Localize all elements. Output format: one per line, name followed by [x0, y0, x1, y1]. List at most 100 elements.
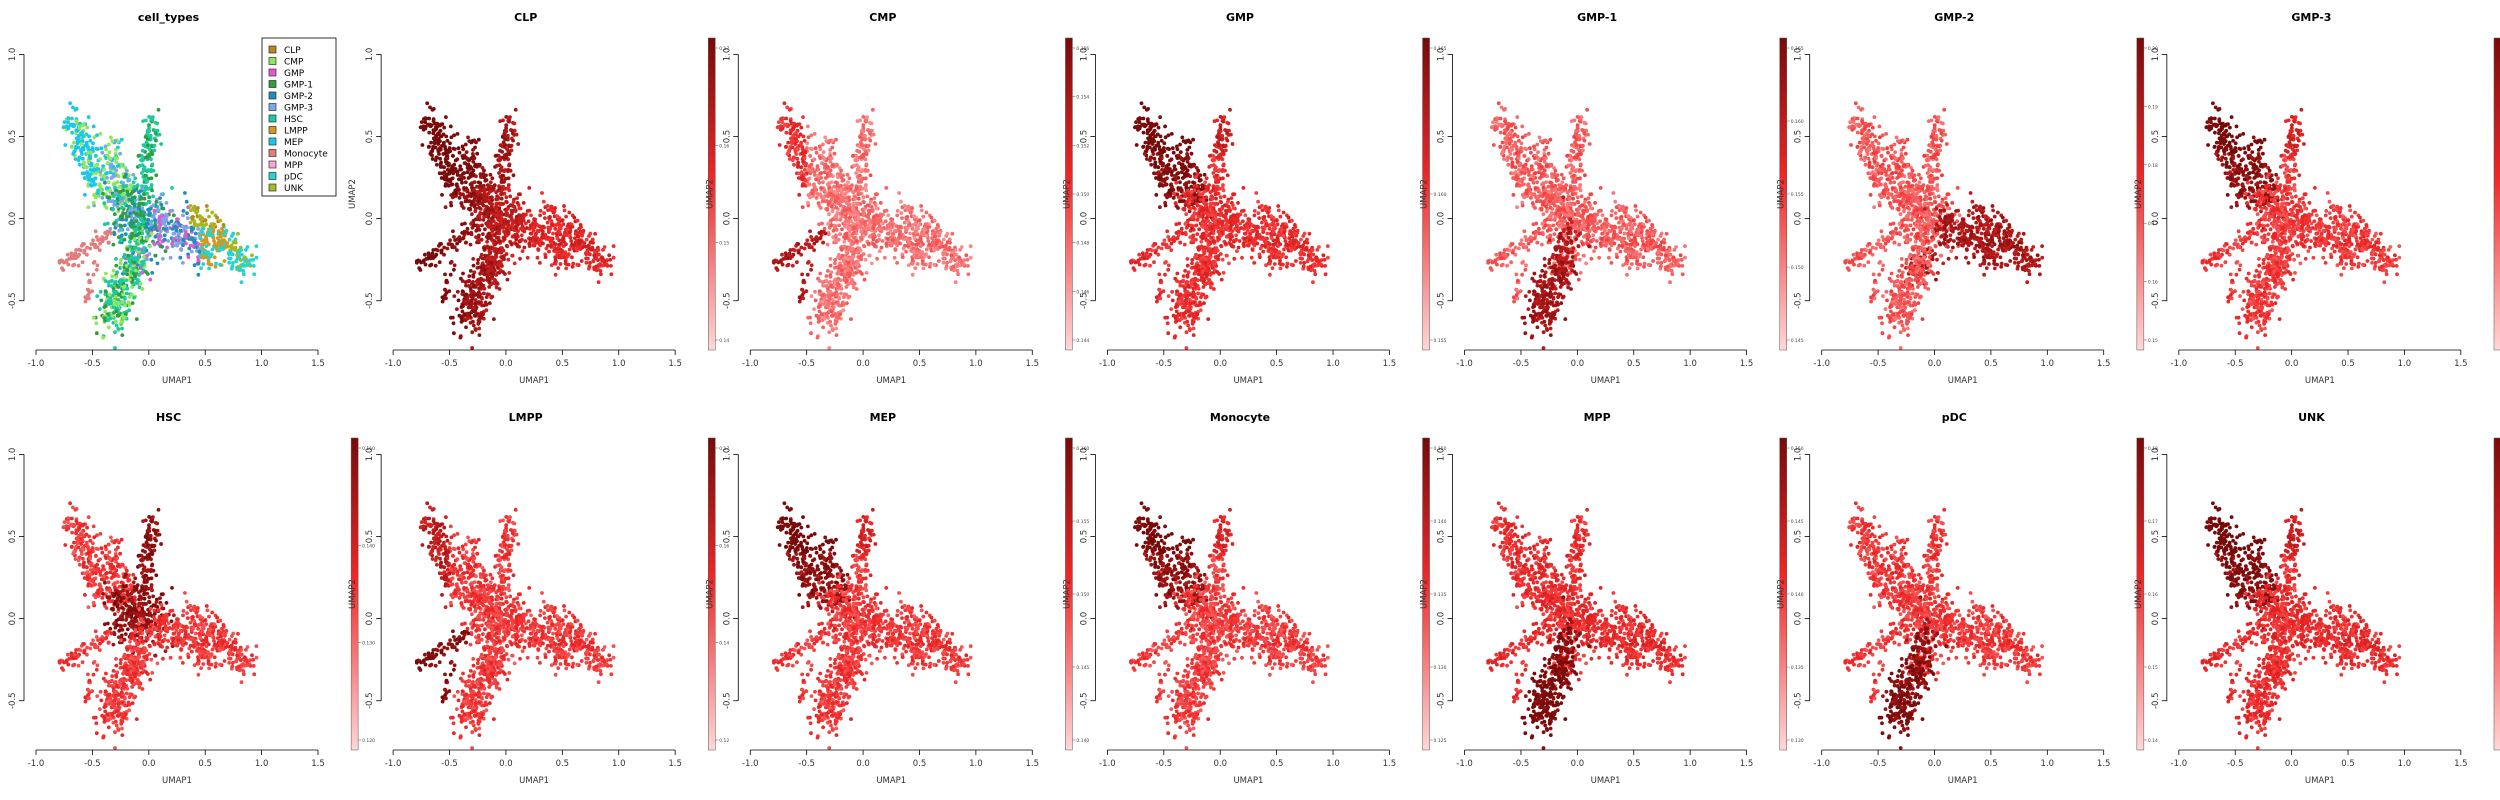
data-point	[821, 180, 825, 184]
data-point	[919, 244, 923, 248]
data-point	[916, 262, 920, 266]
data-point	[110, 279, 114, 283]
data-point	[113, 330, 117, 334]
data-point	[499, 220, 503, 224]
data-point	[164, 249, 168, 253]
data-point	[465, 196, 469, 200]
data-point	[803, 139, 807, 143]
data-point	[855, 149, 859, 153]
data-point	[899, 226, 903, 230]
data-point	[152, 242, 156, 246]
data-point	[132, 296, 136, 300]
data-point	[539, 238, 543, 242]
data-point	[782, 257, 786, 261]
data-point	[875, 257, 879, 261]
data-point	[507, 232, 511, 236]
data-point	[786, 152, 790, 156]
data-point	[476, 258, 480, 262]
data-point	[163, 233, 167, 237]
data-point	[930, 236, 934, 240]
data-point	[81, 148, 85, 152]
data-point	[104, 279, 108, 283]
data-point	[948, 248, 952, 252]
data-point	[472, 309, 476, 313]
data-point	[108, 150, 112, 154]
data-point	[134, 269, 138, 273]
data-point	[476, 261, 480, 265]
data-point	[147, 195, 151, 199]
x-tick-label: 1.0	[969, 359, 983, 369]
data-point	[509, 242, 513, 246]
data-point	[776, 125, 780, 129]
data-point	[222, 223, 226, 227]
data-point	[498, 263, 502, 267]
data-point	[853, 158, 857, 162]
legend-label: HSC	[284, 115, 303, 125]
data-point	[505, 147, 509, 151]
data-point	[196, 227, 200, 231]
data-point	[89, 151, 93, 155]
data-point	[808, 154, 812, 158]
data-point	[597, 280, 601, 284]
data-point	[115, 309, 119, 313]
data-point	[479, 316, 483, 320]
data-point	[886, 237, 890, 241]
data-point	[492, 242, 496, 246]
data-point	[231, 261, 235, 265]
data-point	[458, 196, 462, 200]
data-point	[86, 288, 90, 292]
data-point	[588, 264, 592, 268]
data-point	[105, 230, 109, 234]
data-point	[585, 250, 589, 254]
data-point	[797, 193, 801, 197]
data-point	[924, 252, 928, 256]
data-point	[852, 231, 856, 235]
data-point	[827, 212, 831, 216]
data-point	[898, 242, 902, 246]
data-point	[776, 261, 780, 265]
data-point	[465, 150, 469, 154]
data-point	[859, 140, 863, 144]
data-point	[874, 192, 878, 196]
data-point	[612, 244, 616, 248]
data-point	[842, 198, 846, 202]
data-point	[842, 295, 846, 299]
data-point	[142, 250, 146, 254]
data-point	[949, 259, 953, 263]
data-point	[159, 244, 163, 248]
data-point	[502, 230, 506, 234]
x-axis-label: UMAP1	[162, 376, 192, 386]
data-point	[541, 235, 545, 239]
legend-swatch	[269, 58, 276, 65]
data-point	[78, 156, 82, 160]
data-point	[477, 224, 481, 228]
data-point	[801, 288, 805, 292]
data-point	[178, 256, 182, 260]
data-point	[208, 228, 212, 232]
data-point	[969, 244, 973, 248]
data-point	[810, 294, 814, 298]
data-point	[464, 143, 468, 147]
data-point	[480, 304, 484, 308]
data-point	[796, 148, 800, 152]
data-point	[430, 123, 434, 127]
data-point	[461, 310, 465, 314]
data-point	[158, 196, 162, 200]
data-point	[512, 173, 516, 177]
data-point	[117, 164, 121, 168]
data-point	[818, 145, 822, 149]
data-point	[881, 239, 885, 243]
data-point	[556, 215, 560, 219]
data-point	[211, 225, 215, 229]
data-point	[872, 215, 876, 219]
data-point	[154, 131, 158, 135]
data-point	[469, 269, 473, 273]
data-point	[460, 305, 464, 309]
data-point	[141, 119, 145, 123]
data-point	[107, 143, 111, 147]
data-point	[136, 279, 140, 283]
data-point	[792, 163, 796, 167]
data-point	[130, 249, 134, 253]
data-point	[864, 258, 868, 262]
data-point	[205, 255, 209, 259]
